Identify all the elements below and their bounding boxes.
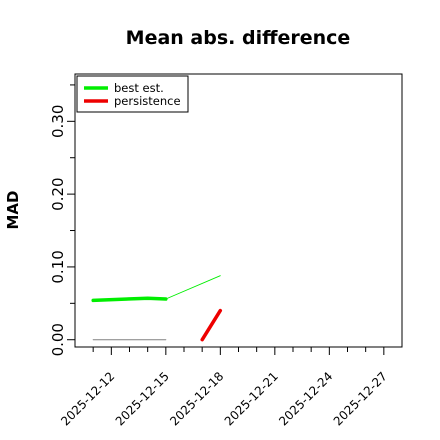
series-persistence bbox=[200, 308, 223, 342]
best-est-line bbox=[91, 296, 168, 303]
series-layer bbox=[91, 275, 223, 342]
plot-area bbox=[74, 73, 403, 348]
x-tick-label: 2025-12-12 bbox=[58, 369, 117, 428]
y-axis-label: MAD bbox=[4, 191, 22, 230]
y-tick-label: 0.20 bbox=[49, 177, 67, 210]
legend-box bbox=[76, 75, 189, 113]
chart-title: Mean abs. difference bbox=[126, 27, 351, 49]
y-tick-label: 0.10 bbox=[49, 250, 67, 283]
y-axis: 0.00 0.10 0.20 0.30 bbox=[49, 84, 75, 356]
legend-label-best-est: best est. bbox=[114, 81, 164, 95]
persistence-line bbox=[200, 308, 223, 342]
x-tick-label: 2025-12-24 bbox=[276, 369, 335, 428]
best-est-line bbox=[165, 275, 221, 300]
y-tick-label: 0.00 bbox=[49, 323, 67, 356]
legend-label-persistence: persistence bbox=[114, 94, 181, 108]
x-tick-label: 2025-12-27 bbox=[331, 369, 390, 428]
x-tick-label: 2025-12-21 bbox=[222, 369, 281, 428]
legend: best est. persistence bbox=[76, 75, 189, 113]
x-tick-label: 2025-12-15 bbox=[113, 369, 172, 428]
y-tick-label: 0.30 bbox=[49, 105, 67, 138]
x-tick-label: 2025-12-18 bbox=[167, 369, 226, 428]
x-axis: 2025-12-122025-12-152025-12-182025-12-21… bbox=[58, 347, 390, 428]
series-best-est bbox=[91, 275, 221, 303]
